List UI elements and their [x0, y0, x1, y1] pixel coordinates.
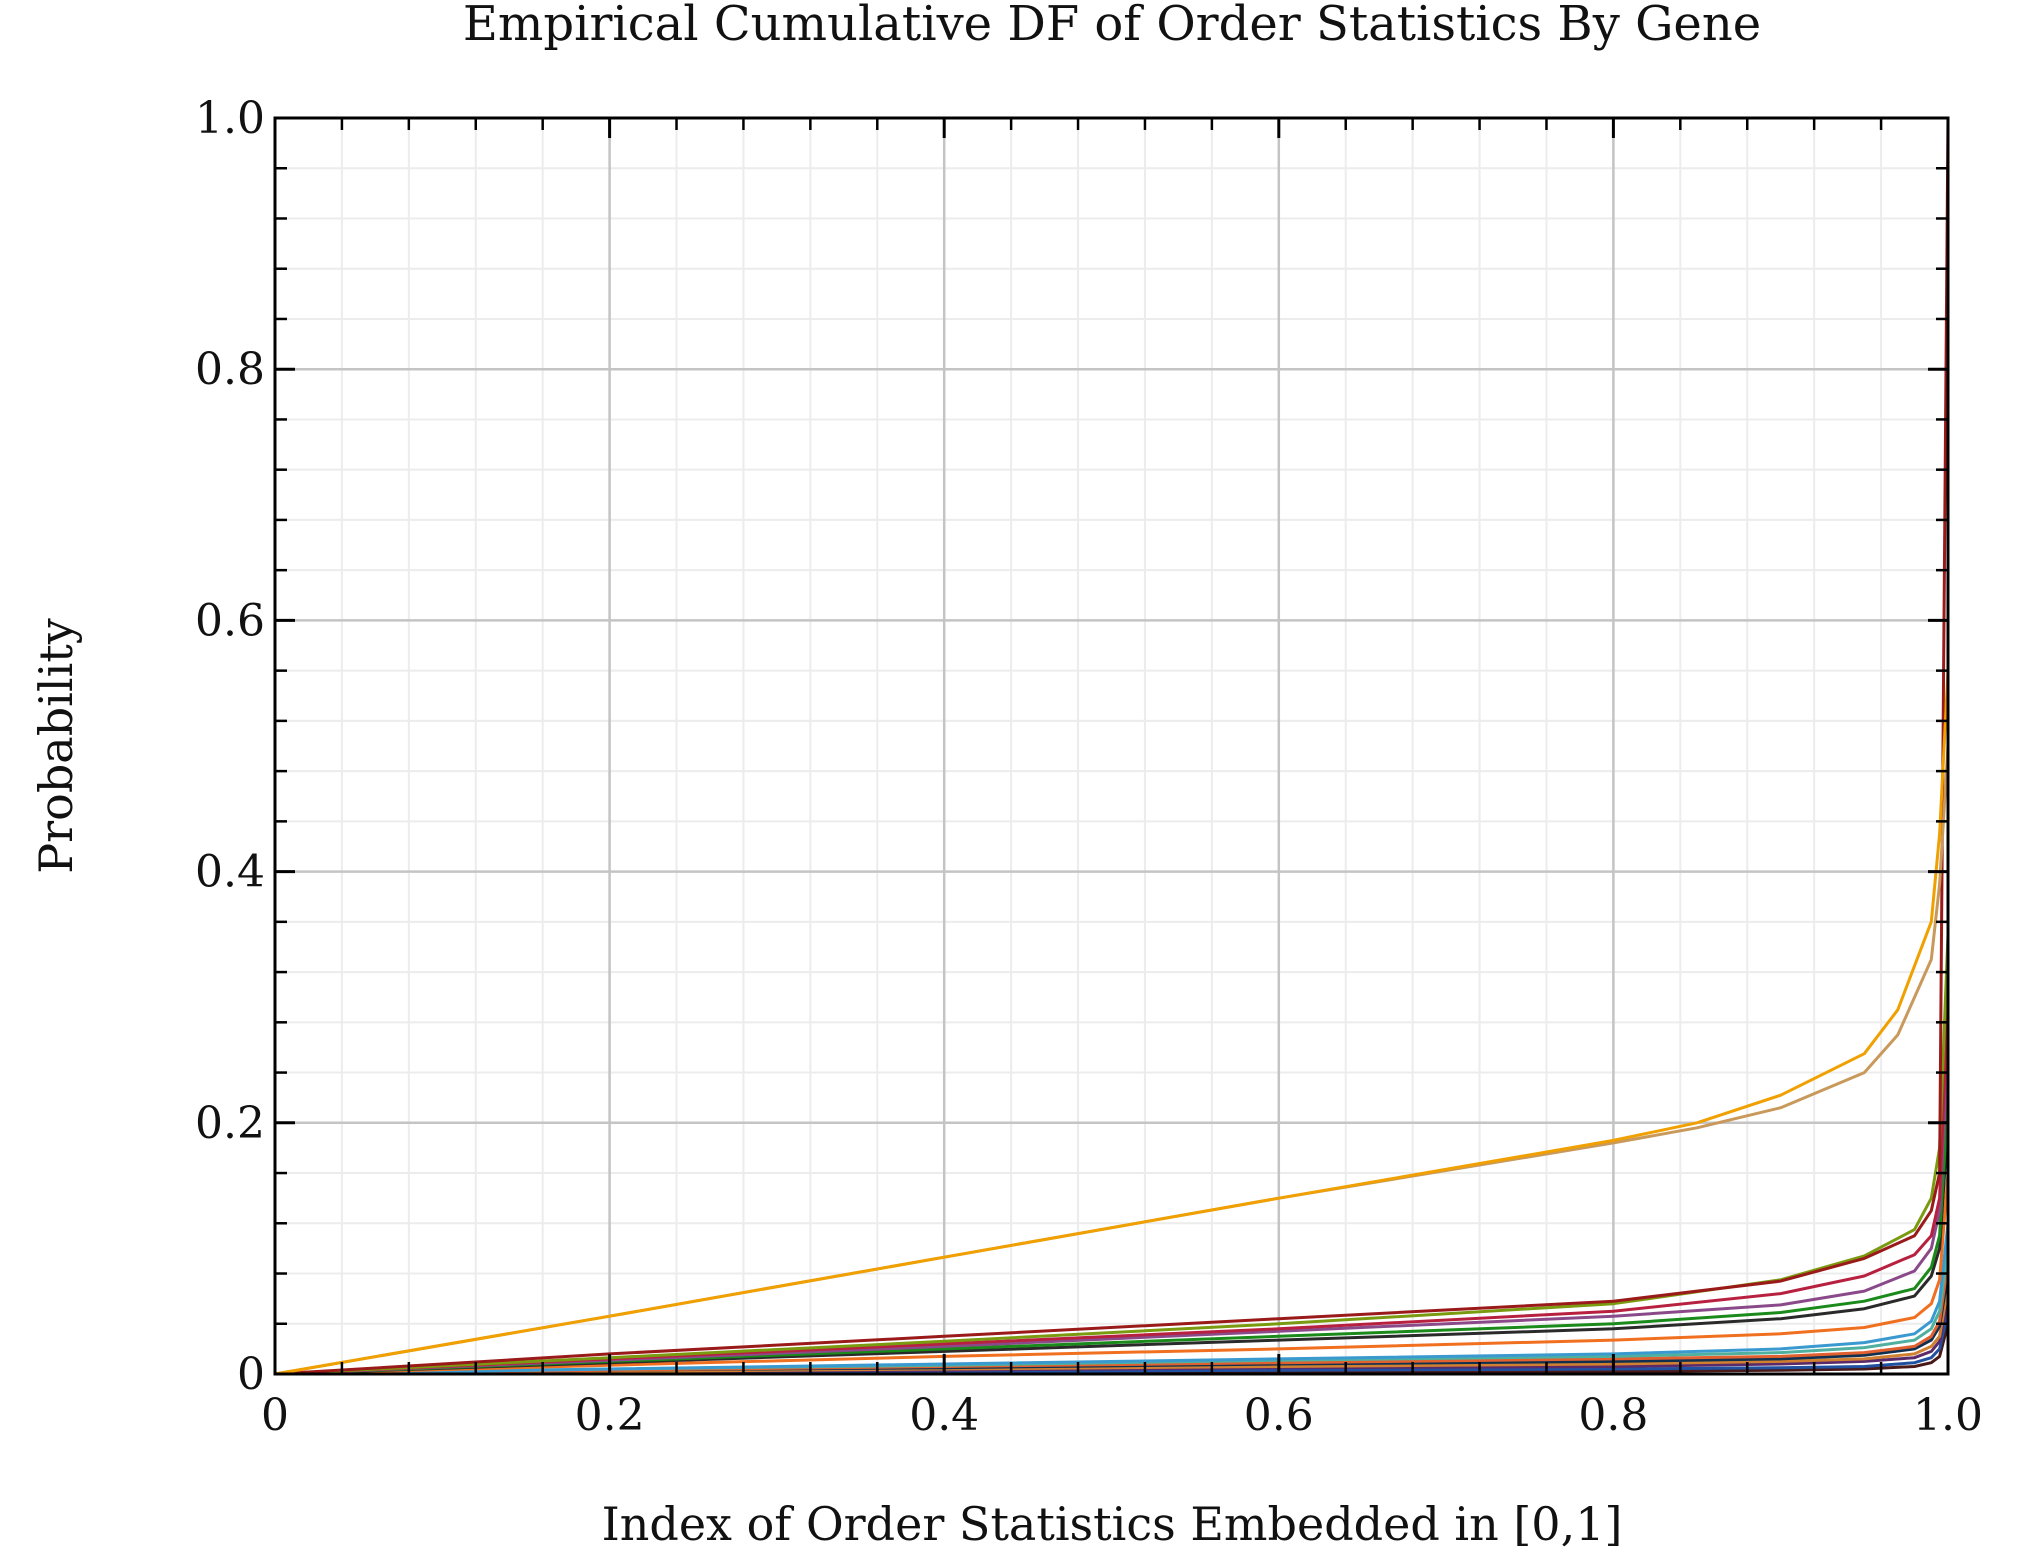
- series-line-1: [273, 669, 1950, 1376]
- x-tick-label: 0.8: [1578, 1390, 1648, 1441]
- series-line-3: [273, 116, 1950, 1376]
- x-axis-label: Index of Order Statistics Embedded in [0…: [602, 1497, 1623, 1551]
- major-grid: [275, 118, 1948, 1374]
- x-tick-label: 0: [261, 1390, 289, 1441]
- x-tick-label: 0.2: [575, 1390, 645, 1441]
- axis-ticks: [273, 116, 1950, 1376]
- y-tick-label: 1.0: [195, 93, 265, 144]
- series-line-6: [273, 1045, 1950, 1376]
- y-tick-labels: 0 0.2 0.4 0.6 0.8 1.0: [195, 93, 265, 1400]
- series-line-10: [273, 1221, 1950, 1376]
- x-tick-labels: 0 0.2 0.4 0.6 0.8 1.0: [261, 1390, 1983, 1441]
- plot-frame: [273, 116, 1950, 1376]
- y-tick-label: 0.8: [195, 344, 265, 395]
- minor-grid: [275, 118, 1948, 1374]
- x-tick-label: 0.4: [909, 1390, 979, 1441]
- y-tick-label: 0.4: [195, 847, 265, 898]
- series-line-7: [273, 1096, 1950, 1376]
- chart-title: Empirical Cumulative DF of Order Statist…: [463, 0, 1761, 52]
- y-tick-label: 0: [237, 1349, 265, 1400]
- x-tick-label: 1.0: [1913, 1390, 1983, 1441]
- y-axis-label: Probability: [29, 618, 83, 874]
- x-tick-label: 0.6: [1244, 1390, 1314, 1441]
- y-tick-label: 0.2: [195, 1098, 265, 1149]
- series-line-5: [273, 995, 1950, 1376]
- series-line-8: [273, 1121, 1950, 1376]
- y-tick-label: 0.6: [195, 595, 265, 646]
- series-layer: [273, 116, 1950, 1376]
- series-line-9: [273, 1171, 1950, 1376]
